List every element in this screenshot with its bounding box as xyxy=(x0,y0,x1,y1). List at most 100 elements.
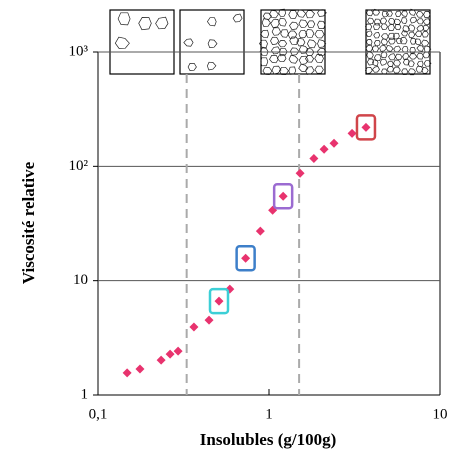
grain xyxy=(407,24,416,32)
grain xyxy=(407,60,415,67)
x-tick-label: 0,1 xyxy=(89,406,108,422)
grain xyxy=(278,17,287,27)
grain xyxy=(408,8,417,16)
highlight-box xyxy=(272,183,294,210)
grain xyxy=(305,10,315,19)
grain xyxy=(422,18,431,25)
grain xyxy=(271,46,281,55)
grain xyxy=(271,27,282,36)
y-tick-label: 10³ xyxy=(69,43,89,59)
grain xyxy=(183,38,194,47)
grain xyxy=(388,37,396,45)
grain xyxy=(421,30,429,38)
point xyxy=(255,226,265,236)
grain xyxy=(387,23,395,31)
grain xyxy=(387,32,395,40)
grain xyxy=(380,23,388,30)
grain xyxy=(393,18,402,26)
grain xyxy=(366,58,375,66)
grain xyxy=(364,67,373,74)
grain xyxy=(232,13,243,23)
highlight-box xyxy=(208,287,230,315)
grain xyxy=(304,55,315,63)
grain xyxy=(271,65,282,75)
grain xyxy=(416,45,424,52)
point xyxy=(165,349,175,359)
grain xyxy=(207,39,218,48)
grain xyxy=(421,66,429,74)
grain xyxy=(372,66,380,73)
grain xyxy=(373,54,382,62)
grain xyxy=(317,39,327,48)
grain xyxy=(259,39,268,48)
grain xyxy=(415,11,424,18)
grain xyxy=(298,45,309,54)
micrograph-frame xyxy=(109,9,175,75)
grain xyxy=(416,25,425,32)
grain xyxy=(414,30,423,38)
grain xyxy=(288,10,298,19)
grain xyxy=(288,54,299,64)
grain xyxy=(278,8,287,17)
point xyxy=(278,191,288,201)
micrograph-frame xyxy=(365,9,431,75)
grain xyxy=(422,24,430,32)
grain xyxy=(409,16,418,24)
grain xyxy=(416,18,424,25)
grain xyxy=(305,66,315,75)
grain xyxy=(259,29,270,39)
point xyxy=(309,154,319,164)
grain xyxy=(187,62,197,71)
grain xyxy=(372,8,381,16)
grain xyxy=(206,17,217,27)
grain xyxy=(270,36,280,45)
grain xyxy=(395,37,403,44)
point xyxy=(347,128,357,138)
grain xyxy=(385,10,393,17)
micrographs xyxy=(109,8,432,76)
grain xyxy=(381,10,390,18)
point xyxy=(204,315,214,325)
grain xyxy=(364,23,373,31)
grain xyxy=(289,47,300,56)
point xyxy=(361,122,371,132)
grain xyxy=(385,44,394,52)
grain xyxy=(409,46,416,54)
grain xyxy=(306,20,316,28)
point xyxy=(173,346,183,356)
grain xyxy=(278,66,289,75)
grain xyxy=(399,37,408,45)
grain xyxy=(423,60,432,67)
grain xyxy=(289,21,299,30)
grain xyxy=(402,59,410,66)
grain xyxy=(289,36,300,45)
grain xyxy=(410,38,417,45)
grain xyxy=(365,30,373,37)
grain xyxy=(260,57,269,67)
grain xyxy=(414,38,422,46)
grain xyxy=(262,12,272,20)
grain xyxy=(380,38,388,46)
point xyxy=(329,138,339,148)
grain xyxy=(317,20,326,29)
grain xyxy=(298,19,309,28)
grain xyxy=(269,54,279,64)
grain xyxy=(305,29,315,38)
grain xyxy=(416,52,424,60)
grain xyxy=(117,12,131,26)
grain xyxy=(259,47,269,56)
point xyxy=(122,368,132,378)
grain xyxy=(280,29,289,38)
point xyxy=(156,355,166,365)
grain xyxy=(367,17,375,25)
grain xyxy=(262,66,273,75)
point xyxy=(319,144,329,154)
grain xyxy=(381,68,388,75)
x-tick-label: 10 xyxy=(433,406,448,422)
grain xyxy=(416,60,424,68)
grain xyxy=(261,18,271,27)
grain xyxy=(408,31,416,39)
highlight-box xyxy=(235,245,256,272)
point xyxy=(135,364,145,374)
grain xyxy=(138,17,152,31)
